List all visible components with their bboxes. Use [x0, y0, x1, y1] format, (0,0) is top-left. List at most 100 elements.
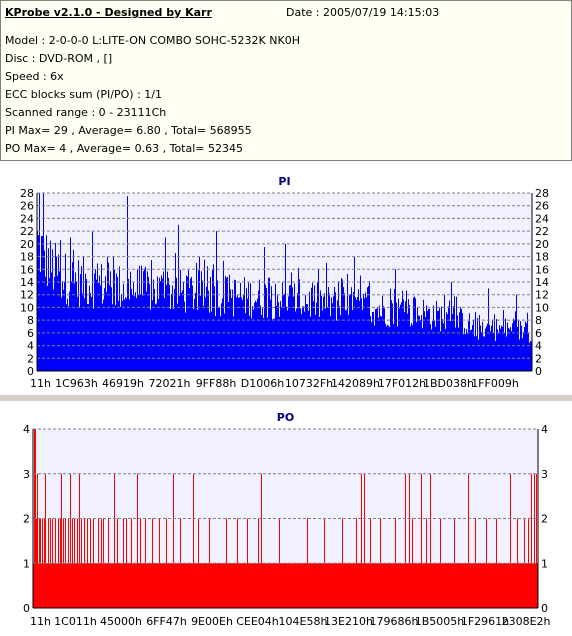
po-bar: [382, 563, 383, 608]
pi-bar: [130, 271, 131, 371]
pi-bar: [352, 310, 353, 371]
pi-bar: [421, 314, 422, 371]
po-bar: [164, 563, 165, 608]
po-bar: [181, 563, 182, 608]
po-bar: [381, 563, 382, 608]
po-bar: [338, 563, 339, 608]
po-bar: [517, 518, 518, 608]
po-bar: [169, 563, 170, 608]
pi-bar: [499, 324, 500, 371]
po-bar: [256, 563, 257, 608]
pi-bar: [231, 297, 232, 371]
x-tick-label: 17F012h: [378, 377, 426, 390]
pi-bar: [234, 279, 235, 371]
po-bar: [187, 563, 188, 608]
po-bar: [311, 563, 312, 608]
pi-bar: [260, 305, 261, 371]
pi-bar: [287, 310, 288, 371]
pi-bar: [82, 293, 83, 371]
pi-bar: [384, 308, 385, 371]
po-bar: [264, 563, 265, 608]
pi-bar: [497, 329, 498, 371]
po-bar: [407, 563, 408, 608]
pi-bar: [516, 294, 517, 371]
pi-bar: [452, 313, 453, 371]
po-bar: [330, 563, 331, 608]
pi-bar: [214, 286, 215, 371]
pi-bar: [378, 317, 379, 371]
pi-bar: [423, 299, 424, 371]
pi-bar: [113, 256, 114, 371]
po-bar: [192, 563, 193, 608]
po-bar: [444, 563, 445, 608]
y-tick-label-right: 16: [535, 263, 549, 276]
po-bar: [340, 563, 341, 608]
pi-bar: [282, 281, 283, 371]
pi-bar: [163, 271, 164, 371]
po-bar: [157, 563, 158, 608]
po-bar: [276, 563, 277, 608]
pi-bar: [414, 296, 415, 371]
pi-bar: [296, 308, 297, 371]
po-bar: [277, 563, 278, 608]
y-tick-label-left: 24: [20, 212, 34, 225]
pi-bar: [442, 318, 443, 371]
po-bar: [377, 563, 378, 608]
pi-bar: [405, 301, 406, 371]
x-tick-label: 2308E2h: [502, 615, 551, 628]
pi-bar: [377, 307, 378, 371]
pi-bar: [527, 312, 528, 371]
pi-bar: [204, 259, 205, 371]
po-bar: [437, 563, 438, 608]
pi-bar: [315, 314, 316, 371]
pi-bar: [160, 281, 161, 371]
pi-bar: [502, 326, 503, 371]
po-bar: [355, 563, 356, 608]
po-bar: [322, 563, 323, 608]
pi-bar: [268, 277, 269, 371]
pi-bar: [338, 281, 339, 371]
pi-bar: [391, 300, 392, 371]
x-tick-label: 1FF009h: [471, 377, 519, 390]
po-bar: [317, 563, 318, 608]
po-bar: [424, 563, 425, 608]
pi-bar: [225, 276, 226, 371]
x-tick-label: 142089h: [331, 377, 380, 390]
po-bar: [139, 563, 140, 608]
pi-bar: [262, 308, 263, 371]
po-bar: [413, 563, 414, 608]
pi-bar: [205, 297, 206, 371]
po-bar: [114, 473, 115, 608]
po-bar: [268, 563, 269, 608]
po-bar: [455, 563, 456, 608]
pi-bar: [408, 299, 409, 371]
po-bar: [172, 563, 173, 608]
po-bar: [366, 563, 367, 608]
po-bar: [510, 473, 511, 608]
pi-bar: [229, 274, 230, 371]
po-bar: [477, 563, 478, 608]
y-tick-label-left: 22: [20, 225, 34, 238]
pi-bar: [49, 278, 50, 371]
x-tick-label: 9FF88h: [196, 377, 237, 390]
pi-bar: [101, 264, 102, 371]
pi-bar: [175, 253, 176, 371]
pi-bar: [246, 288, 247, 371]
x-tick-label: D1006h: [241, 377, 284, 390]
po-bar: [232, 563, 233, 608]
po-bar: [434, 563, 435, 608]
pi-bar: [368, 286, 369, 371]
pi-bar: [415, 298, 416, 371]
pi-bar: [294, 283, 295, 371]
pi-bar: [503, 309, 504, 371]
po-bar: [199, 563, 200, 608]
pi-bar: [125, 297, 126, 371]
po-bar: [130, 563, 131, 608]
pi-bar: [471, 329, 472, 371]
po-bar: [38, 563, 39, 608]
pi-bar: [513, 318, 514, 371]
po-bar: [476, 563, 477, 608]
po-bar: [292, 563, 293, 608]
pi-bar: [117, 277, 118, 371]
pi-bar: [521, 325, 522, 371]
